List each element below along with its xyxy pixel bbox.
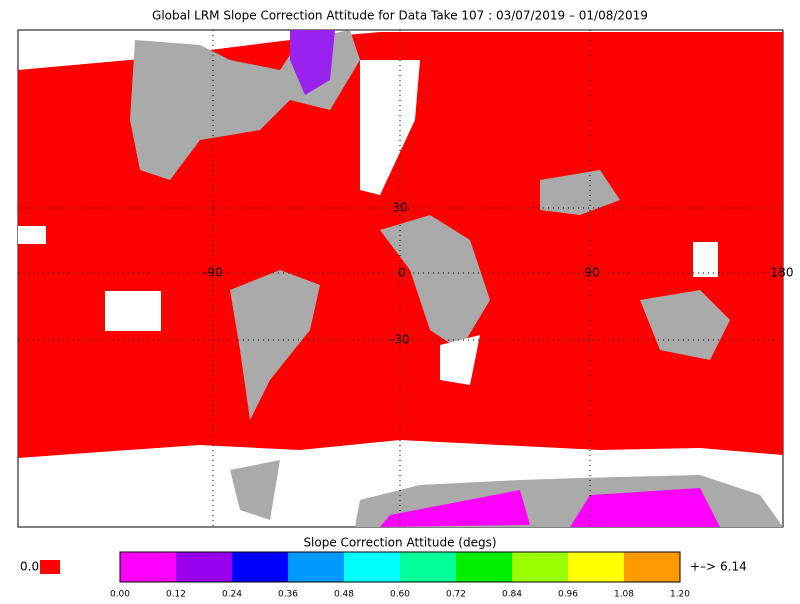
color-swatch [512, 552, 568, 582]
gap [440, 335, 480, 385]
lon-label: 180 [771, 266, 794, 280]
map: -90 0 90 180 30 -30 [17, 29, 794, 528]
color-swatch [568, 552, 624, 582]
color-swatch [120, 552, 176, 582]
colorbar-tick-label: 0.84 [502, 590, 522, 600]
colorbar-label: Slope Correction Attitude (degs) [303, 536, 496, 550]
colorbar-tick-label: 1.20 [670, 590, 690, 600]
greenland [290, 30, 335, 95]
land [230, 460, 280, 520]
colorbar-tick-label: 1.08 [614, 590, 634, 600]
gap [105, 291, 161, 331]
lat-label: -30 [390, 333, 410, 347]
gap [693, 242, 718, 277]
land [380, 215, 490, 350]
color-swatch [232, 552, 288, 582]
colorbar-tick-label: 0.60 [390, 590, 410, 600]
lon-label: 90 [584, 266, 599, 280]
color-swatch [288, 552, 344, 582]
colorbar-tick-label: 0.96 [558, 590, 578, 600]
under-swatch [40, 560, 60, 574]
under-label: 0.0 [20, 560, 39, 574]
title: Global LRM Slope Correction Attitude for… [152, 9, 648, 23]
lat-label: 30 [392, 201, 407, 215]
lon-label: -90 [203, 266, 223, 280]
over-value: 6.14 [720, 560, 747, 574]
color-swatch [400, 552, 456, 582]
colorbar-tick-label: 0.36 [278, 590, 298, 600]
colorbar-tick-label: 0.72 [446, 590, 466, 600]
colorbar-tick-label: 0.00 [110, 590, 130, 600]
over-arrow: +–> [690, 560, 716, 574]
land [640, 290, 730, 360]
color-swatch [624, 552, 680, 582]
antarctica-data [570, 488, 720, 527]
antarctica-data [380, 490, 530, 527]
colorbar-tick-label: 0.24 [222, 590, 242, 600]
gap [360, 60, 420, 195]
colorbar: 0.00 0.12 0.24 0.36 0.48 0.60 0.72 0.84 0.96 1.08… [110, 551, 690, 600]
land [230, 270, 320, 420]
colorbar-frame [119, 551, 681, 583]
land [540, 170, 620, 215]
color-swatch [176, 552, 232, 582]
color-swatch [456, 552, 512, 582]
colorbar-tick-label: 0.48 [334, 590, 354, 600]
colorbar-tick-label: 0.12 [166, 590, 186, 600]
gap [18, 226, 46, 244]
lon-label: 0 [398, 266, 406, 280]
color-swatch [344, 552, 400, 582]
